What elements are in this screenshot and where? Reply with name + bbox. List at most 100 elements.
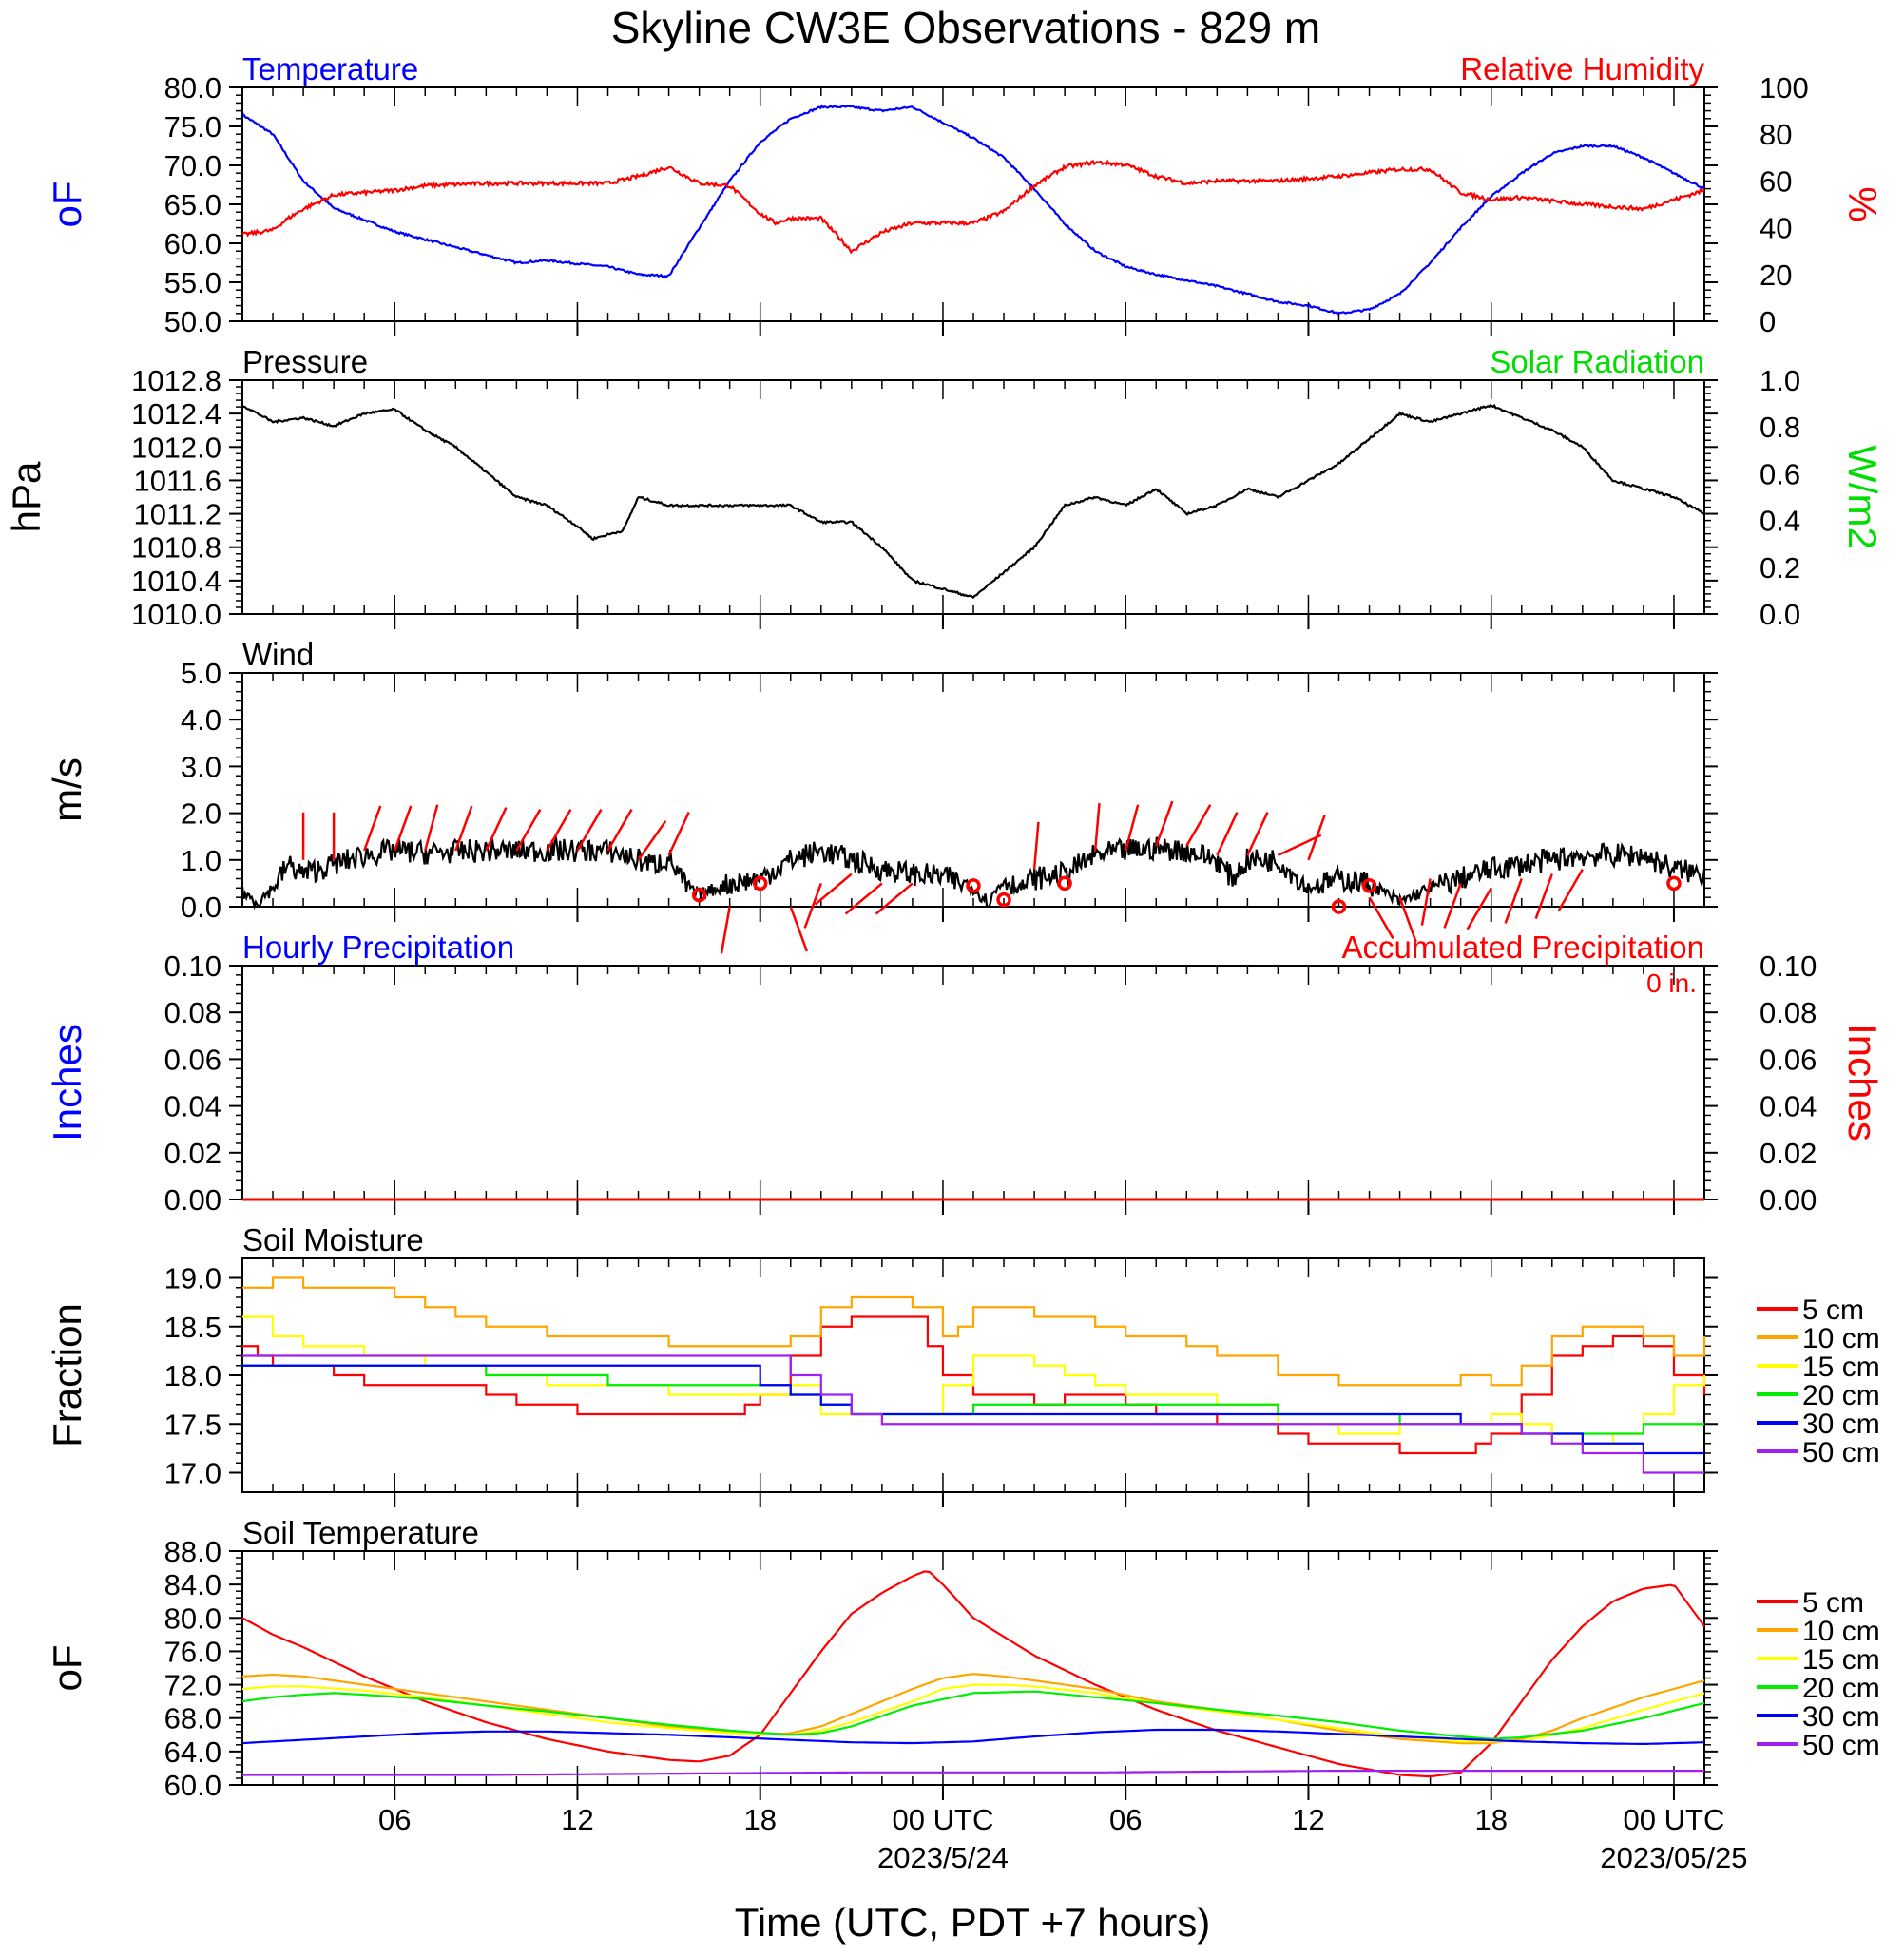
left-tick-label: 18.0 xyxy=(164,1359,221,1392)
left-tick-label: 17.5 xyxy=(164,1408,221,1441)
wind-barb xyxy=(789,906,809,952)
calm-wind-circle xyxy=(966,878,981,893)
right-tick-label: 0.08 xyxy=(1760,996,1817,1029)
x-tick-label: 06 xyxy=(378,1803,411,1836)
left-tick-label: 1012.0 xyxy=(131,431,221,464)
series-line-5-cm xyxy=(241,1570,1705,1778)
wind-barb xyxy=(485,807,508,852)
left-tick-label: 65.0 xyxy=(164,188,221,221)
right-tick-label: 0.2 xyxy=(1760,551,1800,585)
series-line-wind xyxy=(240,834,1706,911)
x-date-label: 2023/5/24 xyxy=(877,1841,1009,1874)
plot-frame xyxy=(241,965,1705,1200)
left-axis-title: Inches xyxy=(45,1024,89,1141)
wind-barb xyxy=(1504,878,1523,924)
left-tick-label: 1011.2 xyxy=(133,498,221,531)
right-tick-label: 0.02 xyxy=(1760,1137,1817,1170)
left-tick-label: 4.0 xyxy=(181,703,221,737)
legend-label: 50 cm xyxy=(1802,1730,1880,1761)
wind-barb xyxy=(667,812,690,856)
right-tick-label: 40 xyxy=(1760,212,1792,245)
wind-barb xyxy=(1368,896,1394,940)
right-tick-label: 100 xyxy=(1760,71,1809,105)
right-tick-label: 0 xyxy=(1760,305,1776,338)
series-line-20-cm xyxy=(241,1690,1705,1740)
panel-title-right: Accumulated Precipitation xyxy=(1341,930,1704,965)
right-tick-label: 0.0 xyxy=(1760,598,1800,631)
wind-barb xyxy=(1534,873,1553,919)
x-tick-label: 00 UTC xyxy=(893,1803,994,1836)
plot-frame xyxy=(241,379,1705,615)
wind-barb xyxy=(1246,812,1269,856)
wind-barb xyxy=(1443,882,1462,929)
x-tick-label: 18 xyxy=(1474,1803,1507,1836)
legend-label: 30 cm xyxy=(1802,1409,1880,1440)
calm-wind-circle xyxy=(1666,875,1682,892)
wind-barb xyxy=(362,805,382,852)
wind-barb xyxy=(814,873,853,906)
right-tick-label: 1.0 xyxy=(1760,364,1800,397)
wind-barb xyxy=(454,805,473,852)
left-tick-label: 70.0 xyxy=(164,149,221,182)
wind-barb xyxy=(394,805,413,852)
panel-precip: 0.10 0.08 0.06 0.04 0.02 0.00 0.10 0.08 0.06 0.04… xyxy=(45,930,1885,1217)
right-axis-title: W/m2 xyxy=(1840,445,1885,549)
wind-barb xyxy=(803,882,822,929)
wind-barb xyxy=(844,882,883,915)
panel-pressure_solar: 1012.81012.41012.01011.61011.21010.81010… xyxy=(4,344,1885,631)
left-tick-label: 0.0 xyxy=(181,891,221,924)
calm-wind-circle xyxy=(752,875,768,892)
figure-title: Skyline CW3E Observations - 829 m xyxy=(611,3,1321,52)
panels: 80.0 75.0 70.0 65.0 60.0 55.0 50.0 100 80 60 40 20 0… xyxy=(4,51,1885,1802)
x-tick-label: 12 xyxy=(1292,1803,1324,1836)
plot-frame xyxy=(241,86,1705,322)
wind-barb xyxy=(637,820,667,861)
wind-barb xyxy=(1557,869,1584,911)
time-axis: 06 12 18 00 UTC 06 12 18 00 UTC 2023/5/24 2023/05… xyxy=(378,1803,1748,1874)
left-tick-label: 1010.8 xyxy=(131,531,221,565)
wind-barb xyxy=(424,804,439,852)
legend-label: 20 cm xyxy=(1802,1380,1880,1411)
left-axis-title: Fraction xyxy=(45,1303,89,1448)
left-axis-title: hPa xyxy=(4,461,48,532)
panel-title-left: Wind xyxy=(242,637,314,672)
panel-title-left: Soil Moisture xyxy=(242,1222,424,1257)
left-tick-label: 84.0 xyxy=(164,1568,221,1601)
left-tick-label: 0.10 xyxy=(164,949,221,983)
wind-barb xyxy=(875,882,914,915)
panel-title-left: Pressure xyxy=(242,344,368,379)
right-tick-label: 0.04 xyxy=(1760,1090,1817,1123)
panel-title-right: Relative Humidity xyxy=(1460,51,1704,86)
wind-barb xyxy=(606,809,633,852)
wind-barb xyxy=(1307,815,1326,861)
right-tick-label: 0.06 xyxy=(1760,1043,1817,1076)
left-tick-label: 80.0 xyxy=(164,71,221,105)
calm-wind-circle xyxy=(996,892,1011,908)
right-axis-title: % xyxy=(1840,186,1885,221)
legend-label: 10 cm xyxy=(1802,1616,1880,1647)
left-axis-title: oF xyxy=(45,181,89,227)
series-line-10-cm xyxy=(241,1673,1705,1745)
wind-barb xyxy=(1185,804,1212,847)
left-tick-label: 0.08 xyxy=(164,996,221,1029)
left-axis-title: oF xyxy=(45,1644,89,1691)
calm-wind-circle xyxy=(1057,875,1072,892)
left-tick-label: 0.04 xyxy=(164,1090,221,1123)
right-tick-label: 20 xyxy=(1760,259,1792,292)
wind-barb xyxy=(1420,878,1432,926)
left-tick-label: 50.0 xyxy=(164,305,221,338)
left-tick-label: 60.0 xyxy=(164,1769,221,1802)
panel-temp_rh: 80.0 75.0 70.0 65.0 60.0 55.0 50.0 100 80 60 40 20 0… xyxy=(45,51,1885,338)
legend-label: 30 cm xyxy=(1802,1701,1880,1733)
left-tick-label: 72.0 xyxy=(164,1669,221,1702)
left-tick-label: 18.5 xyxy=(164,1311,221,1344)
left-tick-label: 1012.4 xyxy=(131,397,221,431)
left-tick-label: 60.0 xyxy=(164,227,221,260)
series-line-relative-humidity xyxy=(241,159,1705,255)
wind-barb xyxy=(1032,821,1040,870)
panel-title-right: Solar Radiation xyxy=(1490,344,1704,379)
legend-label: 50 cm xyxy=(1802,1437,1880,1468)
wind-barb xyxy=(546,809,572,852)
calm-wind-circle xyxy=(691,887,707,903)
